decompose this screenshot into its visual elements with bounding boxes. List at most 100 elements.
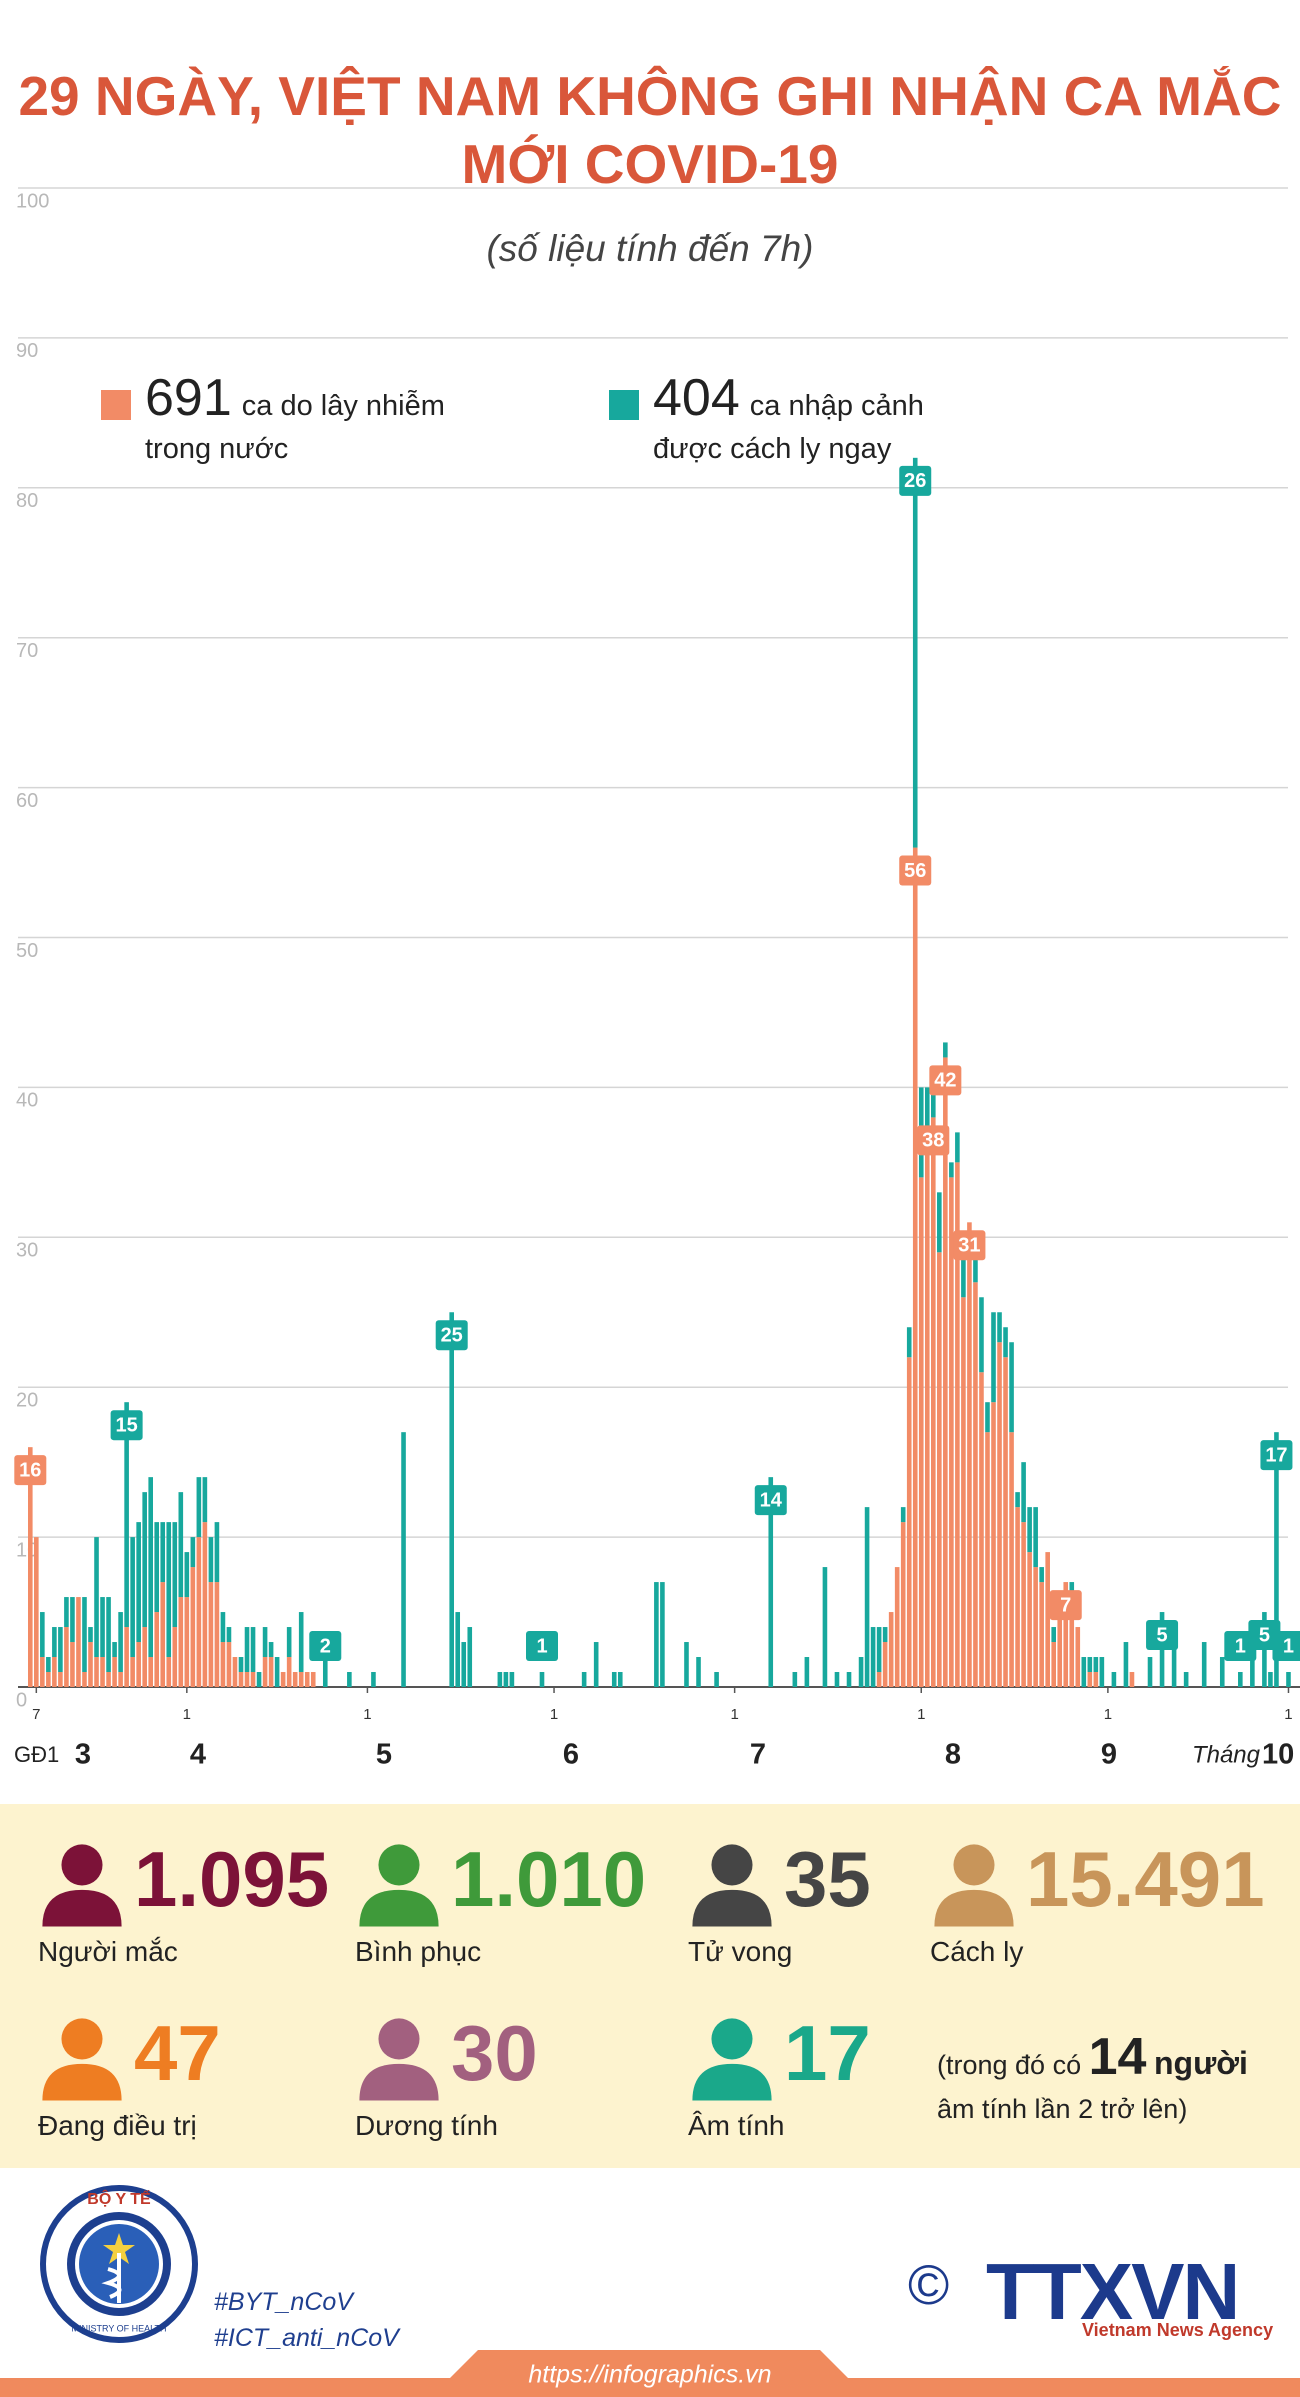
note-unit: người	[1153, 2045, 1248, 2081]
bar-segment	[202, 1522, 208, 1687]
bar-segment	[1093, 1657, 1099, 1673]
bar-segment	[461, 1642, 467, 1687]
bar-segment	[1033, 1507, 1038, 1568]
bar-segment	[967, 1222, 972, 1687]
bar-segment	[684, 1642, 689, 1687]
stat-label: Cách ly	[930, 1936, 1024, 1967]
bar-segment	[1051, 1642, 1056, 1687]
icon-head	[378, 2018, 420, 2060]
bar-segment	[262, 1627, 268, 1658]
x-tick-label: 1	[183, 1706, 191, 1723]
bar-segment	[142, 1492, 147, 1628]
legend-swatch	[609, 390, 639, 420]
bar-segment	[1171, 1642, 1177, 1687]
url: https://infographics.vn	[528, 2361, 771, 2389]
bar-segment	[949, 1177, 954, 1687]
data-label: 7	[1060, 1594, 1071, 1616]
x-group-label: 6	[563, 1739, 579, 1771]
bar-segment	[985, 1432, 990, 1687]
bar-segment	[654, 1582, 659, 1687]
bar-segment	[166, 1657, 172, 1687]
bar-segment	[274, 1657, 280, 1687]
bar-segment	[1033, 1567, 1038, 1687]
bar-segment	[214, 1582, 220, 1687]
bar-segment	[503, 1672, 509, 1687]
bar-segment	[148, 1657, 153, 1687]
bar-segment	[906, 1327, 912, 1358]
bar-segment	[912, 457, 918, 848]
bar-segment	[106, 1672, 111, 1687]
bar-segment	[94, 1657, 99, 1687]
bar-segment	[1069, 1597, 1075, 1687]
bar-segment	[1087, 1672, 1093, 1687]
bar-segment	[1009, 1342, 1014, 1433]
bar-segment	[991, 1402, 996, 1687]
icon-head	[711, 2018, 753, 2060]
bar-segment	[1081, 1657, 1087, 1687]
bar-segment	[768, 1477, 774, 1687]
bar-segment	[906, 1357, 912, 1687]
bar-segment	[196, 1537, 202, 1687]
bar-segment	[846, 1672, 852, 1687]
bar-segment	[82, 1672, 87, 1687]
stat-value: 15.491	[1026, 1835, 1265, 1923]
bar-segment	[961, 1297, 966, 1687]
legend-total: 404	[653, 369, 740, 427]
legend-total: 691	[145, 369, 232, 427]
person-icon	[359, 1844, 439, 1927]
bar-segment	[834, 1672, 840, 1687]
x-tick-label: 1	[550, 1706, 558, 1723]
stats-band	[0, 1804, 1300, 2168]
bar-segment	[46, 1672, 51, 1687]
bar-segment	[268, 1657, 274, 1687]
icon-body	[359, 1889, 439, 1927]
bar-segment	[894, 1567, 900, 1687]
y-tick-label: 70	[16, 640, 38, 662]
bar-segment	[943, 1057, 948, 1687]
x-tick-label: 1	[1284, 1706, 1292, 1723]
bar-segment	[58, 1672, 63, 1687]
stat-value: 47	[134, 2009, 221, 2097]
x-tick-label: 7	[32, 1706, 40, 1723]
bar-segment	[900, 1522, 906, 1687]
bar-segment	[94, 1537, 99, 1658]
bar-segment	[991, 1312, 996, 1403]
bar-segment	[581, 1672, 587, 1687]
bar-segment	[876, 1627, 882, 1673]
bar-segment	[244, 1627, 250, 1673]
stat-label: Bình phục	[355, 1936, 482, 1967]
bar-segment	[154, 1522, 160, 1613]
bar-segment	[70, 1597, 75, 1643]
bar-segment	[1147, 1657, 1153, 1687]
stat: 1.010 Bình phục	[355, 1835, 715, 1990]
note-text: âm tính lần 2 trở lên)	[937, 2093, 1188, 2124]
bar-segment	[292, 1672, 298, 1687]
data-label: 1	[536, 1635, 547, 1657]
legend-label: ca nhập cảnh được cách ly ngay	[653, 390, 924, 465]
x-tick-label: 1	[1104, 1706, 1112, 1723]
bar-segment	[148, 1477, 153, 1658]
stat: 47 Đang điều trị	[38, 2009, 398, 2164]
bar-segment	[250, 1672, 256, 1687]
bar-segment	[918, 1177, 924, 1687]
bar-segment	[298, 1672, 304, 1687]
data-label: 38	[922, 1130, 944, 1152]
bar-segment	[611, 1672, 617, 1687]
bar-segment	[1003, 1357, 1008, 1687]
y-tick-label: 90	[16, 340, 38, 362]
icon-body	[42, 1889, 122, 1927]
bar-segment	[112, 1657, 117, 1687]
bar-segment	[924, 1147, 930, 1687]
bar-segment	[1021, 1462, 1026, 1523]
bar-segment	[250, 1627, 256, 1673]
bar-segment	[34, 1537, 39, 1687]
bar-segment	[955, 1132, 960, 1163]
subtitle: (số liệu tính đến 7h)	[486, 228, 814, 269]
y-tick-label: 20	[16, 1389, 38, 1411]
stat: 30 Dương tính	[355, 2009, 715, 2164]
bar-segment	[858, 1657, 864, 1687]
icon-head	[378, 1844, 420, 1886]
data-label-box	[899, 465, 932, 496]
stat-label: Người mắc	[38, 1936, 178, 1967]
